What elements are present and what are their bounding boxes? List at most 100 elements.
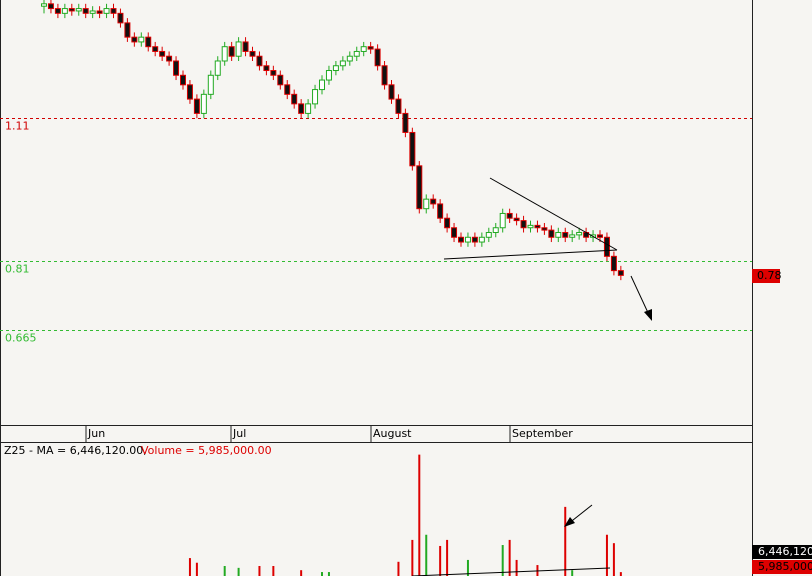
candle-body [478, 236, 485, 243]
candle-body [534, 224, 541, 229]
x-tick-label: Jun [87, 427, 105, 440]
arrow-head [644, 309, 652, 321]
volume-label-box [752, 560, 812, 574]
candle-body [437, 203, 444, 219]
x-tick-label: September [512, 427, 573, 440]
candle-body [75, 8, 82, 12]
candle-body [61, 8, 68, 14]
candle-body [541, 227, 548, 231]
volume-label: 5,985,000 [758, 560, 812, 573]
trend-line [489, 177, 618, 251]
candle-body [388, 84, 395, 100]
candle-body [416, 165, 423, 210]
candle-body [464, 236, 471, 243]
candle-body [513, 217, 520, 222]
level-label: 0.81 [5, 263, 30, 276]
volume-legend-ma: Z25 - MA = 6,446,120.00, [4, 444, 147, 457]
x-tick-label: Jul [232, 427, 246, 440]
candle-body [402, 112, 409, 133]
candle-body [186, 84, 193, 100]
candle-body [520, 220, 527, 229]
candle-body [242, 41, 249, 52]
candle-body [249, 50, 256, 57]
candle-body [173, 60, 180, 76]
candle-body [110, 8, 117, 14]
price-label: 0.78 [757, 269, 782, 282]
level-label: 0.665 [5, 332, 37, 345]
candle-body [499, 212, 506, 229]
candle-body [332, 65, 339, 72]
level-label: 1.11 [5, 120, 30, 133]
candle-body [325, 70, 332, 81]
volume-trend-line [411, 567, 611, 576]
candle-body [555, 232, 562, 238]
x-tick-label: August [373, 427, 412, 440]
trend-line [443, 249, 618, 260]
candle-body [180, 74, 186, 86]
candle-body [193, 98, 200, 114]
candle-body [277, 74, 284, 86]
candle-body [82, 8, 89, 14]
candle-body [485, 232, 492, 238]
candle-body [395, 98, 402, 114]
candle-body [360, 46, 367, 52]
candle-body [471, 236, 478, 243]
candle-body [548, 229, 555, 238]
candle-body [117, 12, 124, 24]
candle-body [152, 46, 159, 52]
candle-body [430, 198, 437, 205]
candle-body [381, 65, 388, 86]
candle-body [200, 93, 207, 114]
candle-body [610, 255, 617, 272]
candle-body [597, 234, 603, 238]
candle-body [312, 89, 319, 105]
candle-body [423, 198, 430, 210]
candle-body [374, 48, 381, 67]
candle-body [444, 217, 451, 229]
candle-body [284, 84, 291, 95]
candle-body [159, 50, 166, 57]
candle-body [353, 50, 360, 57]
candle-body [270, 70, 277, 76]
candle-body [207, 74, 214, 95]
candle-body [562, 232, 569, 238]
candle-body [54, 8, 61, 14]
arrow-head [564, 517, 575, 527]
candle-body [96, 10, 103, 14]
ma-label: 6,446,120 [758, 545, 812, 558]
candle-body [89, 10, 96, 14]
candle-body [305, 103, 312, 114]
ma-label-box [752, 545, 812, 559]
candle-body [214, 60, 221, 76]
candle-body [298, 103, 305, 114]
arrow [630, 275, 651, 318]
candle-body [263, 65, 270, 72]
price-label-box [752, 269, 780, 283]
candle-body [68, 8, 75, 12]
candle-body [346, 55, 353, 62]
candle-body [576, 232, 583, 236]
candle-body [256, 55, 263, 67]
candle-body [291, 93, 298, 105]
candle-body [228, 46, 235, 57]
candle-body [145, 36, 152, 48]
candle-body [451, 227, 458, 238]
candle-body [339, 60, 346, 67]
candle-body [47, 3, 54, 10]
candle-body [235, 41, 242, 57]
candle-body [131, 36, 138, 43]
candle-body [409, 131, 416, 167]
candle-body [367, 46, 374, 50]
candle-body [221, 46, 228, 62]
candle-body [41, 3, 47, 7]
candle-body [492, 227, 499, 234]
candle-body [124, 22, 131, 38]
candle-body [319, 79, 325, 91]
candle-body [569, 234, 576, 238]
candle-body [527, 224, 534, 229]
candle-body [166, 55, 173, 62]
volume-legend-volume: Volume = 5,985,000.00 [141, 444, 272, 457]
candle-body [603, 236, 610, 257]
